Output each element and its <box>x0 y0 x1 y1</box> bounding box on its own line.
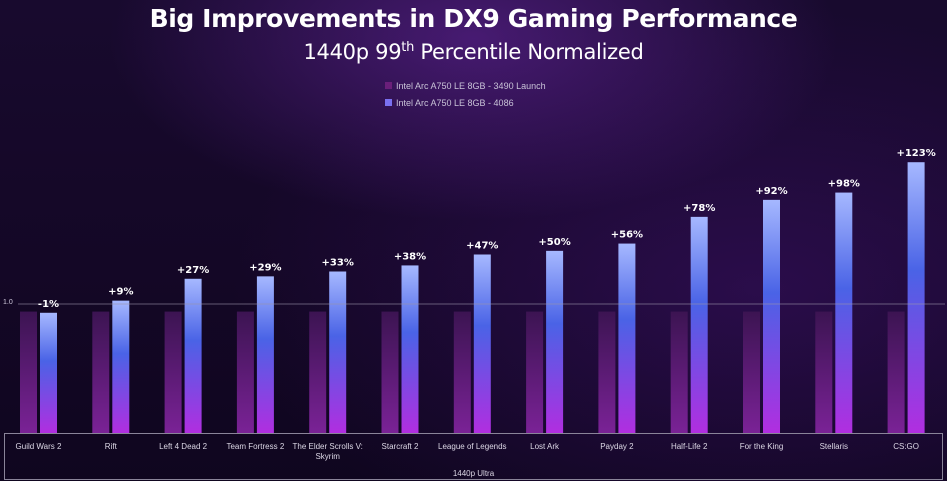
data-label-lost-ark: +50% <box>538 237 570 248</box>
category-label-guild-wars-2: Guild Wars 2 <box>15 442 62 451</box>
x-axis-box <box>4 433 943 480</box>
bar-4086-guild-wars-2 <box>40 312 57 433</box>
x-axis-label: 1440p Ultra <box>452 469 495 478</box>
legend-swatch-4086 <box>385 99 392 106</box>
data-label-guild-wars-2: -1% <box>38 299 59 310</box>
category-label-league-of-legends: League of Legends <box>438 442 507 451</box>
bar-4086-cs-go <box>907 162 925 433</box>
bar-launch-team-fortress-2 <box>236 311 254 433</box>
legend-label-launch: Intel Arc A750 LE 8GB - 3490 Launch <box>396 80 546 91</box>
data-label-the-elder-scrolls-v-skyrim: +33% <box>322 258 354 269</box>
bar-launch-the-elder-scrolls-v-skyrim <box>309 311 327 433</box>
bar-4086-stellaris <box>835 192 853 433</box>
legend: Intel Arc A750 LE 8GB - 3490 Launch Inte… <box>385 77 546 111</box>
data-label-left-4-dead-2: +27% <box>177 265 209 276</box>
category-label-starcraft-2: Starcraft 2 <box>381 442 419 451</box>
bar-4086-payday-2 <box>618 243 636 433</box>
bar-launch-rift <box>92 311 110 433</box>
data-label-team-fortress-2: +29% <box>249 262 281 273</box>
category-label-payday-2: Payday 2 <box>600 442 634 451</box>
bar-4086-team-fortress-2 <box>256 276 274 433</box>
subtitle-superscript: th <box>401 40 415 55</box>
bar-launch-starcraft-2 <box>381 311 399 433</box>
bar-4086-lost-ark <box>546 250 564 433</box>
subtitle-main: 1440p 99 <box>303 40 402 64</box>
bar-4086-left-4-dead-2 <box>184 278 202 433</box>
bar-4086-league-of-legends <box>473 254 491 433</box>
bar-launch-half-life-2 <box>670 311 688 433</box>
data-label-rift: +9% <box>108 287 133 298</box>
bar-launch-lost-ark <box>526 311 544 433</box>
legend-swatch-launch <box>385 82 392 89</box>
legend-item-launch: Intel Arc A750 LE 8GB - 3490 Launch <box>385 77 546 94</box>
bar-launch-league-of-legends <box>453 311 471 433</box>
data-label-cs-go: +123% <box>896 148 935 159</box>
data-labels-group: -1% +9% +27% +29% +33% +38% +47% +50% +56% +78% +9… <box>38 148 936 310</box>
y-tick-label: 1.0 <box>3 299 13 306</box>
bar-4086-starcraft-2 <box>401 265 419 433</box>
bar-4086-rift <box>112 300 130 433</box>
category-label-for-the-king: For the King <box>739 442 784 451</box>
data-label-starcraft-2: +38% <box>394 251 426 262</box>
category-label-left-4-dead-2: Left 4 Dead 2 <box>159 442 208 451</box>
data-label-for-the-king: +92% <box>755 186 787 197</box>
category-label-the-elder-scrolls-v-skyrim: The Elder Scrolls V: Skyrim <box>292 442 363 461</box>
bars-group <box>20 162 925 433</box>
legend-label-4086: Intel Arc A750 LE 8GB - 4086 <box>396 97 514 108</box>
bar-launch-cs-go <box>887 311 905 433</box>
data-label-payday-2: +56% <box>611 230 643 241</box>
legend-item-4086: Intel Arc A750 LE 8GB - 4086 <box>385 94 546 111</box>
data-label-stellaris: +98% <box>828 179 860 190</box>
data-label-half-life-2: +78% <box>683 203 715 214</box>
data-label-league-of-legends: +47% <box>466 241 498 252</box>
category-label-half-life-2: Half-Life 2 <box>670 442 708 451</box>
chart-title: Big Improvements in DX9 Gaming Performan… <box>149 4 798 33</box>
bar-launch-for-the-king <box>743 311 760 433</box>
bar-launch-payday-2 <box>598 311 616 433</box>
bar-launch-guild-wars-2 <box>20 311 37 433</box>
bar-4086-the-elder-scrolls-v-skyrim <box>329 271 347 433</box>
category-label-cs-go: CS:GO <box>893 442 919 451</box>
bar-4086-for-the-king <box>763 199 780 433</box>
bar-launch-stellaris <box>815 311 833 433</box>
category-label-team-fortress-2: Team Fortress 2 <box>226 442 285 451</box>
category-label-rift: Rift <box>104 442 117 451</box>
subtitle-rest: Percentile Normalized <box>414 40 644 64</box>
bar-4086-half-life-2 <box>690 216 708 433</box>
category-label-stellaris: Stellaris <box>819 442 849 451</box>
category-label-lost-ark: Lost Ark <box>530 442 560 451</box>
chart-subtitle: 1440p 99th Percentile Normalized <box>0 40 947 64</box>
bar-launch-left-4-dead-2 <box>164 311 182 433</box>
